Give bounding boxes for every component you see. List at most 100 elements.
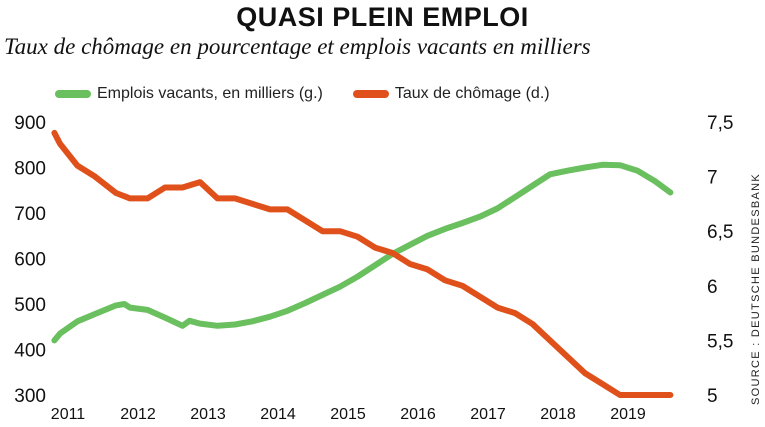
data-point-unemployment: [337, 229, 343, 234]
data-point-vacancies: [477, 214, 483, 219]
data-point-vacancies: [75, 319, 80, 324]
data-point-unemployment: [582, 371, 588, 376]
series-line-vacancies: [51, 161, 674, 344]
data-point-vacancies: [197, 321, 203, 326]
data-point-unemployment: [302, 218, 308, 223]
x-axis-tick-label: 2017: [470, 406, 506, 423]
data-point-vacancies: [547, 172, 553, 177]
data-point-unemployment: [442, 278, 448, 283]
data-point-unemployment: [75, 163, 80, 168]
x-axis-tick-label: 2015: [330, 406, 366, 423]
chart-subtitle: Taux de chômage en pourcentage et emploi…: [4, 34, 591, 59]
data-point-unemployment: [52, 130, 57, 136]
data-point-unemployment: [267, 207, 273, 212]
data-point-unemployment: [162, 185, 168, 190]
data-point-vacancies: [512, 194, 518, 200]
data-point-unemployment: [145, 196, 150, 201]
data-point-unemployment: [495, 305, 500, 310]
left-axis-tick-label: 700: [14, 204, 46, 225]
data-point-vacancies: [372, 263, 378, 268]
data-point-unemployment: [600, 381, 605, 387]
data-point-vacancies: [215, 323, 220, 328]
legend-swatch-vacancies: [55, 90, 91, 98]
data-point-unemployment: [512, 310, 518, 316]
left-axis-tick-label: 800: [14, 159, 46, 180]
data-point-unemployment: [425, 267, 430, 272]
data-point-vacancies: [530, 183, 535, 188]
data-point-vacancies: [127, 305, 133, 310]
data-point-unemployment: [530, 321, 535, 327]
data-point-vacancies: [113, 303, 119, 308]
data-point-unemployment: [635, 392, 640, 398]
data-point-vacancies: [407, 242, 413, 247]
x-axis-tick-label: 2013: [190, 406, 226, 423]
x-axis-tick-label: 2012: [120, 406, 156, 423]
data-point-vacancies: [617, 163, 623, 168]
data-point-vacancies: [495, 206, 500, 211]
series-line-unemployment: [51, 129, 674, 398]
data-point-unemployment: [390, 250, 395, 256]
left-axis-tick-label: 400: [14, 341, 46, 362]
data-point-vacancies: [232, 322, 238, 327]
data-point-vacancies: [582, 165, 588, 170]
data-point-unemployment: [197, 179, 203, 185]
data-point-vacancies: [652, 179, 658, 184]
data-point-vacancies: [337, 284, 343, 289]
data-point-unemployment: [372, 245, 378, 250]
data-point-unemployment: [180, 185, 185, 190]
data-point-vacancies: [57, 331, 63, 336]
data-point-unemployment: [668, 392, 673, 398]
data-point-vacancies: [460, 220, 465, 226]
data-point-unemployment: [617, 392, 623, 398]
left-axis-ticks: 300 400 500 600 700 800 900: [14, 113, 46, 407]
data-point-vacancies: [250, 319, 255, 324]
legend-item-vacancies: Emplois vacants, en milliers (g.): [55, 85, 323, 103]
right-axis-tick-label: 5,5: [707, 331, 733, 352]
x-axis-tick-label: 2011: [51, 406, 86, 423]
data-point-unemployment: [250, 201, 255, 207]
chart-legend: Emplois vacants, en milliers (g.) Taux d…: [55, 85, 580, 103]
data-point-vacancies: [122, 301, 127, 307]
data-point-unemployment: [320, 229, 325, 234]
data-point-vacancies: [425, 233, 430, 238]
data-point-unemployment: [215, 196, 220, 201]
x-axis-tick-label: 2019: [610, 406, 646, 423]
data-point-unemployment: [407, 261, 413, 267]
left-axis-tick-label: 500: [14, 295, 46, 316]
legend-swatch-unemployment: [352, 90, 389, 98]
data-point-vacancies: [145, 307, 150, 313]
data-point-unemployment: [285, 207, 290, 212]
data-point-vacancies: [635, 168, 640, 173]
data-point-unemployment: [113, 190, 119, 196]
data-point-unemployment: [652, 392, 658, 398]
data-point-vacancies: [180, 323, 185, 328]
data-point-vacancies: [162, 315, 168, 320]
x-axis-ticks: 2011 2012 2013 2014 2015 2016 2017 2018 2019: [51, 406, 646, 423]
legend-item-unemployment: Taux de chômage (d.): [352, 85, 550, 103]
left-axis-tick-label: 300: [14, 386, 46, 407]
data-point-vacancies: [285, 308, 290, 313]
data-point-unemployment: [127, 196, 133, 201]
data-point-vacancies: [52, 338, 57, 343]
data-point-unemployment: [57, 141, 63, 146]
data-point-unemployment: [232, 196, 238, 201]
data-point-vacancies: [92, 311, 98, 317]
data-point-vacancies: [600, 162, 605, 167]
x-axis-tick-label: 2016: [400, 406, 436, 423]
data-point-vacancies: [320, 292, 325, 298]
legend-label-unemployment: Taux de chômage (d.): [394, 85, 550, 102]
x-axis-tick-label: 2018: [540, 406, 576, 423]
data-point-vacancies: [302, 300, 308, 306]
data-point-vacancies: [187, 318, 192, 323]
data-point-unemployment: [355, 234, 360, 239]
x-axis-tick-label: 2014: [260, 406, 296, 423]
data-point-unemployment: [565, 354, 570, 359]
left-axis-tick-label: 600: [14, 250, 46, 271]
data-point-vacancies: [355, 274, 360, 279]
data-point-unemployment: [460, 283, 465, 288]
right-axis-tick-label: 5: [707, 386, 718, 407]
right-axis-ticks: 5 5,5 6 6,5 7 7,5: [707, 113, 733, 407]
data-point-unemployment: [477, 294, 483, 299]
data-point-vacancies: [668, 190, 673, 195]
